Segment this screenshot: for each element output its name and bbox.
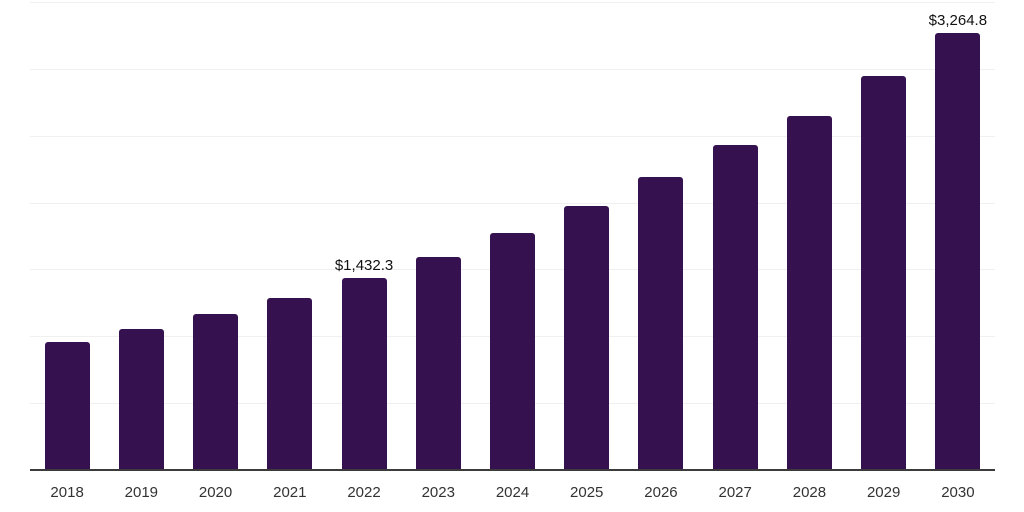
data-label-2022: $1,432.3 bbox=[334, 257, 394, 275]
data-label-2030: $3,264.8 bbox=[928, 12, 988, 30]
x-axis-label-2023: 2023 bbox=[421, 484, 455, 501]
bar-2023 bbox=[415, 257, 461, 470]
x-axis-label-2020: 2020 bbox=[198, 484, 233, 501]
bar-2020 bbox=[193, 313, 239, 470]
x-axis-label-2019: 2019 bbox=[124, 484, 159, 501]
bar-2026 bbox=[638, 177, 684, 470]
x-axis-label-2028: 2028 bbox=[792, 484, 827, 501]
bar-2028 bbox=[786, 115, 832, 470]
x-axis-label-2029: 2029 bbox=[866, 484, 901, 501]
gridline bbox=[30, 202, 995, 204]
x-axis-label-2018: 2018 bbox=[50, 484, 84, 501]
x-axis-label-2030: 2030 bbox=[941, 484, 975, 501]
x-axis-label-2024: 2024 bbox=[495, 484, 530, 501]
x-axis-label-2021: 2021 bbox=[273, 484, 307, 501]
bar-2021 bbox=[267, 298, 313, 470]
bar-2018 bbox=[44, 342, 90, 470]
x-axis-label-2025: 2025 bbox=[570, 484, 604, 501]
bar-2024 bbox=[490, 232, 535, 470]
bar-2029 bbox=[861, 76, 907, 470]
gridline bbox=[30, 68, 995, 70]
gridline bbox=[30, 135, 995, 137]
x-axis-line bbox=[30, 469, 995, 471]
x-axis-label-2026: 2026 bbox=[644, 484, 678, 501]
bar-2025 bbox=[564, 205, 610, 470]
x-axis-label-2022: 2022 bbox=[347, 484, 381, 501]
gridline bbox=[30, 2, 995, 3]
x-axis-label-2027: 2027 bbox=[718, 484, 752, 501]
bar-2019 bbox=[118, 328, 164, 470]
bar-2022 bbox=[341, 278, 387, 470]
bar-2030 bbox=[935, 33, 981, 470]
bar-2027 bbox=[712, 145, 758, 470]
